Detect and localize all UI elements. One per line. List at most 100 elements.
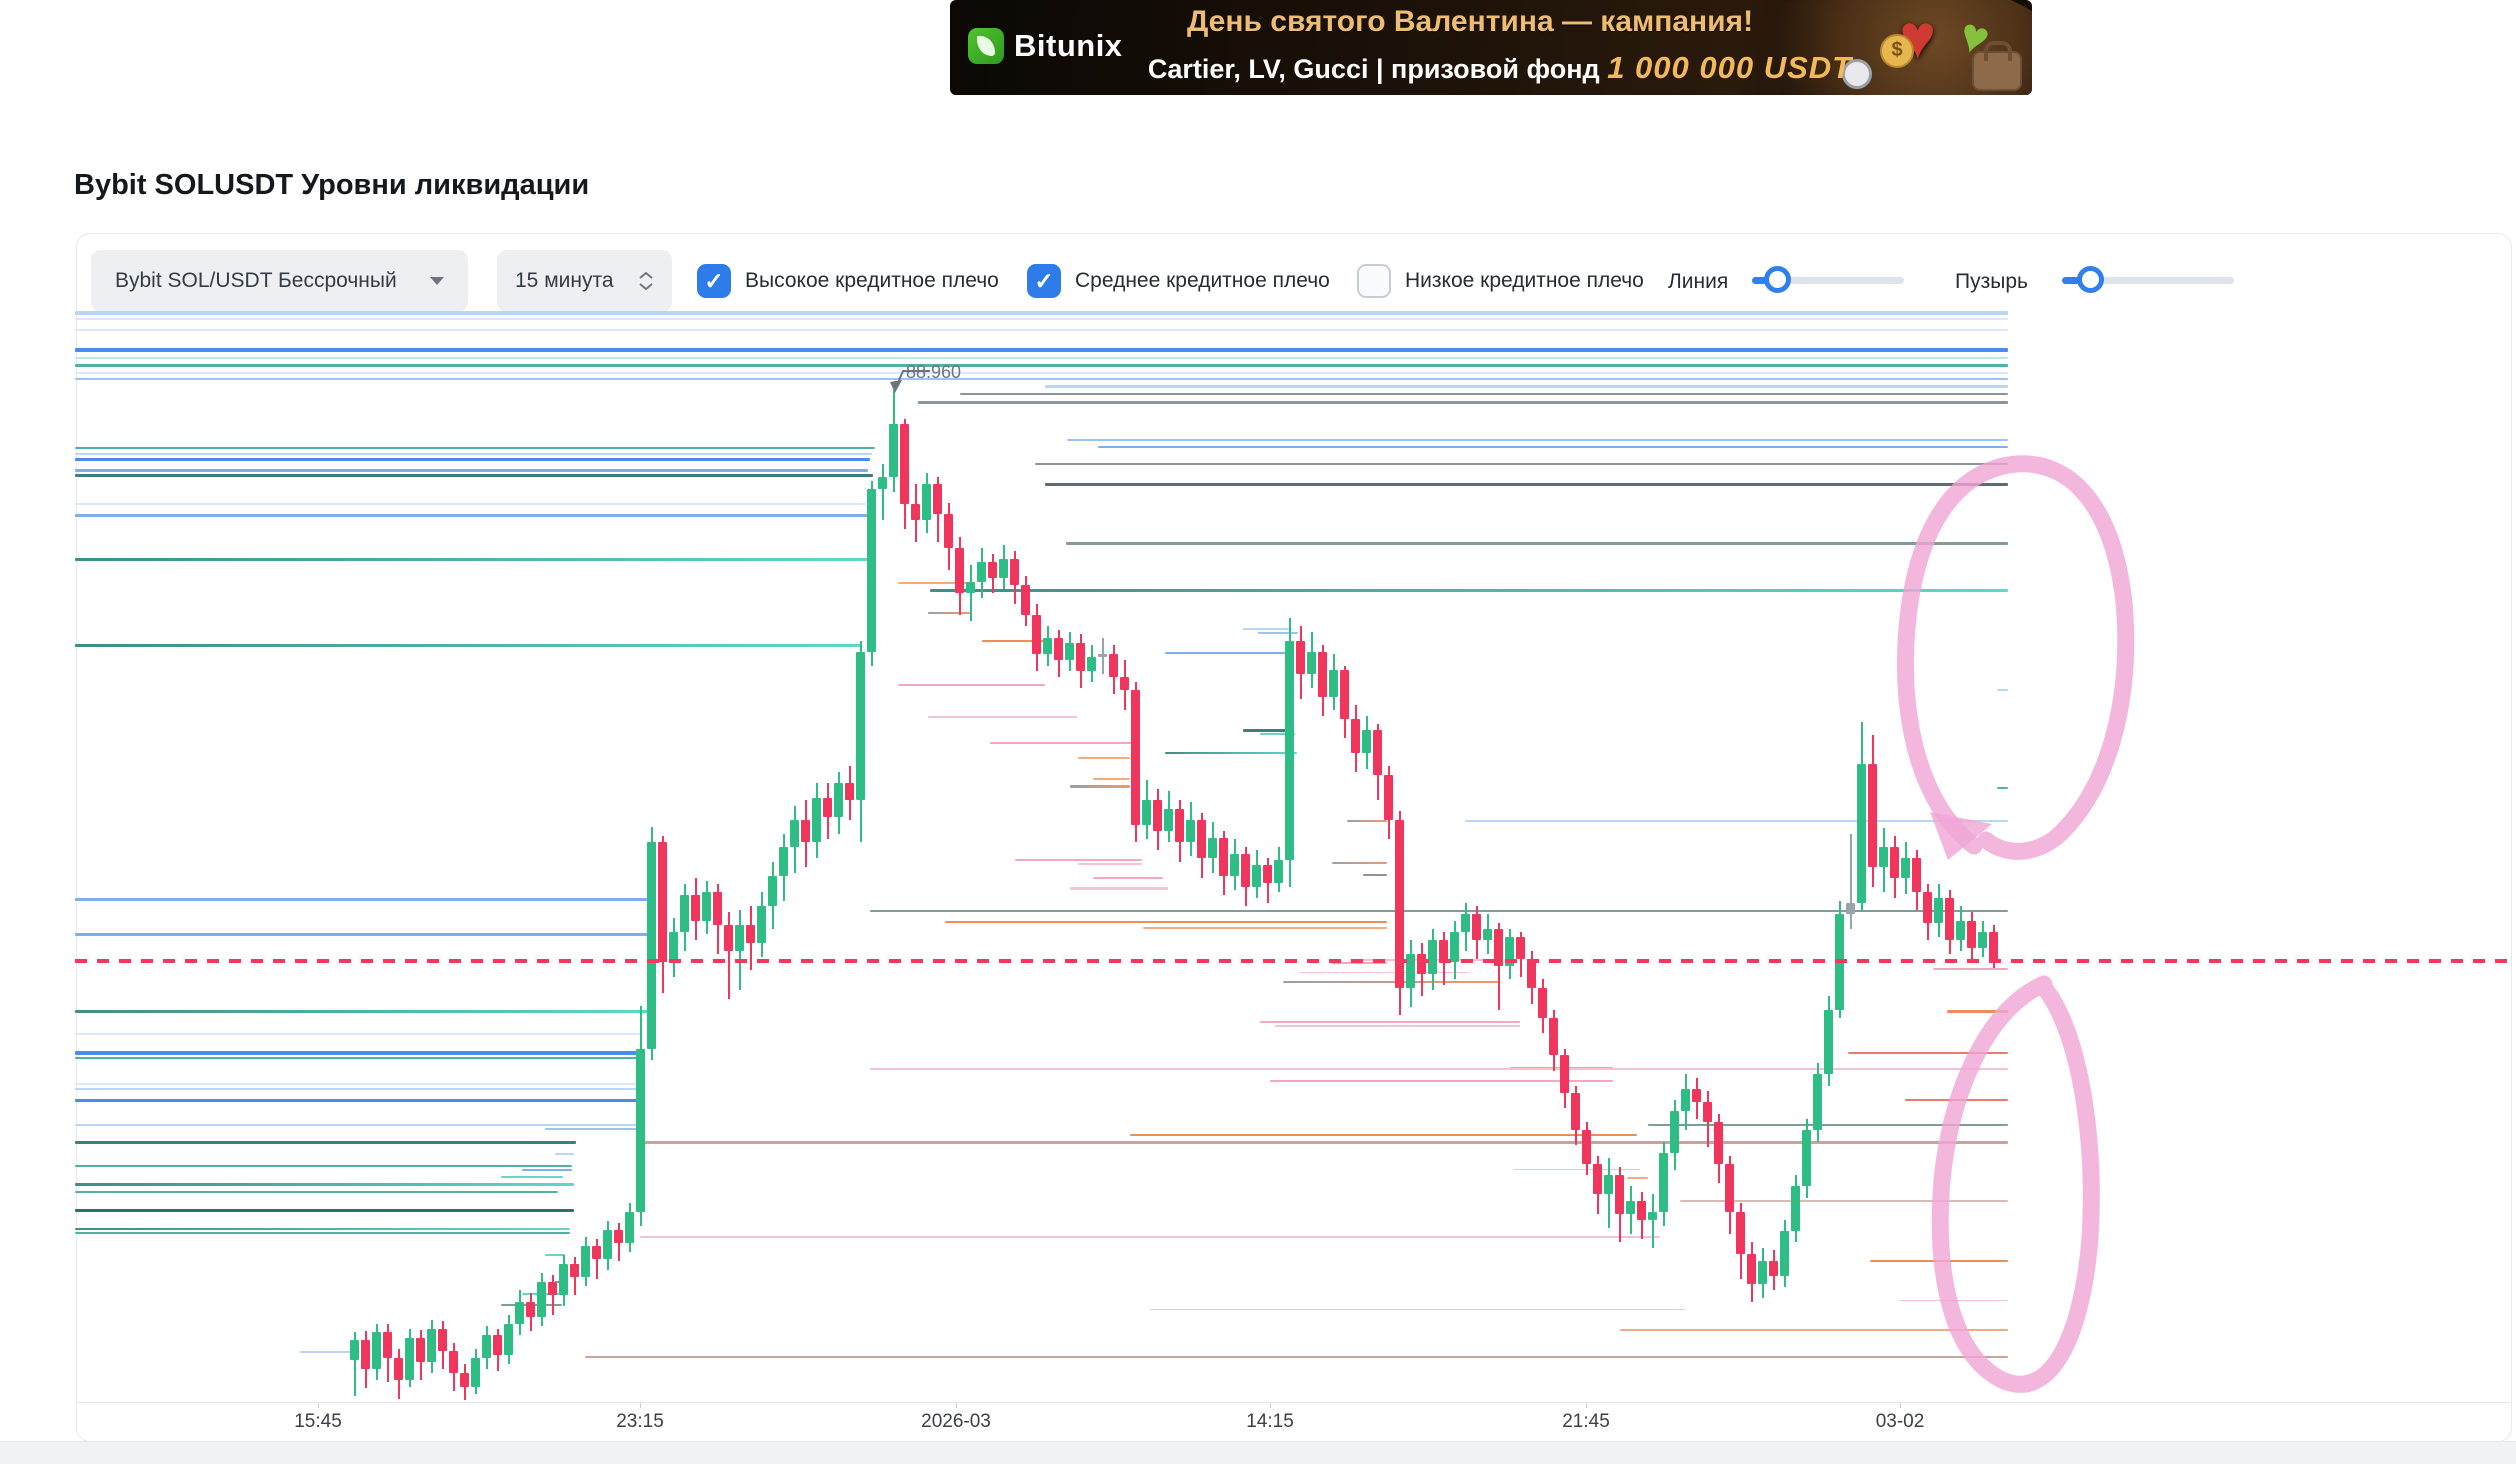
liquidation-level-line <box>75 1098 642 1102</box>
candle-body <box>1802 1130 1811 1187</box>
liquidation-level-line <box>1078 757 1130 760</box>
candle-body <box>1219 838 1228 877</box>
liquidation-level-line <box>1015 859 1142 862</box>
liquidation-level-line <box>75 1182 574 1186</box>
liquidation-level-line <box>918 401 2008 404</box>
liquidation-level-line <box>1332 861 1387 864</box>
bubble-slider[interactable] <box>2062 266 2234 293</box>
candle-wick <box>1652 1194 1654 1248</box>
candle-body <box>1065 643 1074 660</box>
ad-banner[interactable]: ♥ $ ♥ Bitunix День святого Валентина — к… <box>950 0 2032 95</box>
candle-body <box>1582 1130 1591 1164</box>
liquidation-level-line <box>75 1033 640 1035</box>
candle-body <box>812 797 821 843</box>
pair-select[interactable]: Bybit SOL/USDT Бессрочный <box>91 250 468 312</box>
x-axis-tick <box>1270 1402 1271 1408</box>
candle-body <box>1230 853 1239 877</box>
liquidation-level-line <box>898 683 1045 686</box>
checkbox-icon[interactable]: ✓ <box>1357 264 1391 298</box>
candle-wick <box>728 911 730 1000</box>
candle-body <box>1329 670 1338 697</box>
stepper-arrows-icon[interactable] <box>638 271 654 291</box>
candle-body <box>1934 898 1943 924</box>
candle-body <box>1747 1253 1756 1284</box>
candle-body <box>1978 932 1987 948</box>
candle-body <box>482 1335 491 1358</box>
line-slider-label: Линия <box>1668 270 1729 293</box>
candle-body <box>1736 1212 1745 1254</box>
x-axis-tick <box>318 1402 319 1408</box>
liquidation-level-line <box>75 446 875 450</box>
liquidation-level-line <box>1627 1177 1648 1180</box>
candle-body <box>1395 820 1404 989</box>
candle-body <box>1516 936 1525 959</box>
liquidation-level-line <box>75 473 873 477</box>
candle-body <box>1483 928 1492 940</box>
slider-thumb[interactable] <box>2077 266 2104 293</box>
candle-body <box>350 1339 359 1360</box>
x-axis-label: 23:15 <box>616 1411 664 1432</box>
candle-body <box>427 1328 436 1363</box>
candle-body <box>1208 838 1217 859</box>
candle-body <box>1340 670 1349 720</box>
slider-thumb[interactable] <box>1764 266 1791 293</box>
liquidation-level-line <box>1933 968 2008 970</box>
candle-body <box>1538 988 1547 1019</box>
checkbox-icon[interactable]: ✓ <box>1027 264 1061 298</box>
candle-body <box>1351 719 1360 753</box>
candle-body <box>361 1339 370 1369</box>
checkbox-icon[interactable]: ✓ <box>697 264 731 298</box>
liquidation-level-line <box>945 920 1387 924</box>
liquidation-level-line <box>75 356 2008 359</box>
checkbox-label: Среднее кредитное плечо <box>1075 269 1330 292</box>
checkbox-low-leverage[interactable]: ✓ Низкое кредитное плечо <box>1357 264 1644 298</box>
liquidation-level-line <box>1045 384 2008 389</box>
liquidation-level-line <box>1283 981 1499 984</box>
candle-body <box>944 514 953 548</box>
candle-body <box>713 891 722 926</box>
liquidation-level-line <box>960 393 2008 396</box>
liquidation-level-line <box>928 611 970 614</box>
candle-body <box>1263 864 1272 883</box>
liquidation-level-line <box>75 1141 576 1145</box>
candle-body <box>1417 954 1426 974</box>
candle-body <box>1846 902 1855 915</box>
liquidation-level-line <box>1243 627 1292 630</box>
liquidation-level-line <box>75 1190 558 1194</box>
candle-body <box>581 1245 590 1278</box>
candle-body <box>1472 914 1481 940</box>
liquidation-level-line <box>75 457 870 461</box>
bottom-scroll-strip <box>0 1441 2516 1464</box>
liquidation-level-line <box>1070 785 1130 788</box>
candle-wick <box>1498 923 1500 1011</box>
liquidation-level-line <box>522 1168 572 1171</box>
liquidation-level-line <box>75 1087 638 1090</box>
liquidation-level-line <box>300 1351 360 1354</box>
line-slider[interactable] <box>1752 266 1904 293</box>
liquidation-level-line <box>930 589 2008 592</box>
liquidation-level-line <box>1093 777 1130 780</box>
liquidation-level-line <box>1165 651 1290 655</box>
liquidation-level-line <box>1680 1199 2008 1202</box>
candle-body <box>768 876 777 907</box>
candle-body <box>856 652 865 800</box>
liquidation-level-line <box>1300 971 1468 974</box>
interval-stepper[interactable]: 15 минута <box>497 250 672 312</box>
candle-body <box>416 1337 425 1363</box>
candle-body <box>1120 676 1129 691</box>
candle-body <box>878 477 887 489</box>
liquidation-level-line <box>75 372 2008 374</box>
candle-body <box>1560 1055 1569 1094</box>
checkbox-medium-leverage[interactable]: ✓ Среднее кредитное плечо <box>1027 264 1330 298</box>
liquidation-level-line <box>75 318 2008 321</box>
liquidation-level-line <box>1165 751 1297 755</box>
bag-icon <box>1972 41 2022 91</box>
candle-body <box>900 423 909 505</box>
liquidation-level-line <box>1648 1123 2008 1126</box>
checkbox-high-leverage[interactable]: ✓ Высокое кредитное плечо <box>697 264 999 298</box>
liquidation-level-line <box>75 933 651 936</box>
x-axis-tick <box>1900 1402 1901 1408</box>
banner-subtitle: Cartier, LV, Gucci | призовой фонд 1 000… <box>1140 50 1860 86</box>
